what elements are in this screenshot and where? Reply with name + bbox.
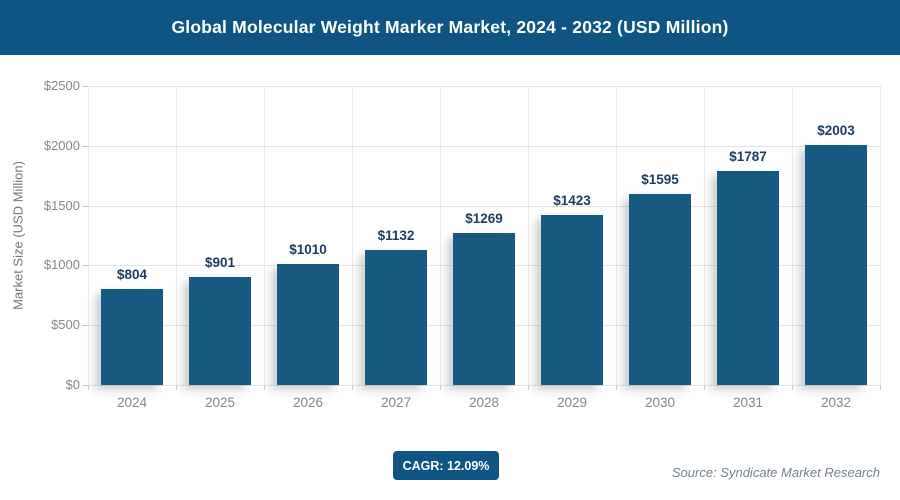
bar (629, 194, 691, 385)
x-axis-tick (88, 385, 89, 390)
x-tick-label: 2032 (820, 395, 852, 410)
bar-value-label: $1269 (465, 211, 503, 227)
gridline-horizontal (88, 205, 880, 207)
y-axis-tick (82, 265, 88, 267)
x-tick-label: 2031 (732, 395, 764, 410)
chart-title-bar: Global Molecular Weight Marker Market, 2… (0, 0, 900, 55)
chart-region: Market Size (USD Million) $0 $500 $1000 $15… (0, 55, 900, 500)
bar (189, 277, 251, 385)
gridline-vertical (264, 86, 265, 385)
gridline-vertical (88, 86, 89, 385)
bar-value-label: $1787 (729, 149, 767, 165)
x-axis-tick (616, 385, 617, 390)
gridline-vertical (616, 86, 617, 385)
gridline-vertical (176, 86, 177, 385)
gridline-vertical (704, 86, 705, 385)
bar-value-label: $1132 (377, 227, 415, 243)
gridline-horizontal (88, 86, 880, 87)
gridline-horizontal (88, 145, 880, 147)
x-tick-label: 2024 (116, 395, 148, 410)
y-axis-title: Market Size (USD Million) (10, 161, 26, 310)
y-tick-label: $1000 (43, 257, 80, 273)
bar (365, 249, 427, 385)
chart-title: Global Molecular Weight Marker Market, 2… (171, 17, 729, 37)
x-axis-tick (880, 385, 881, 390)
y-tick-label: $1500 (43, 197, 80, 213)
bar-value-label: $901 (204, 255, 236, 271)
x-axis-tick (704, 385, 705, 390)
gridline-vertical (440, 86, 441, 385)
x-tick-label: 2025 (204, 395, 236, 410)
y-axis-tick (82, 385, 88, 386)
bar-value-label: $1423 (553, 192, 591, 208)
x-axis-tick (352, 385, 353, 390)
bar-value-label: $1010 (289, 242, 327, 258)
bar (541, 214, 603, 385)
y-tick-label: $2000 (43, 137, 80, 153)
bar (805, 145, 867, 385)
x-axis-tick (792, 385, 793, 390)
gridline-vertical (528, 86, 529, 385)
y-tick-label: $0 (65, 377, 80, 392)
bar-value-label: $2003 (817, 123, 855, 139)
x-axis-tick (440, 385, 441, 390)
y-axis-tick (82, 205, 88, 207)
plot-area (88, 86, 881, 386)
bar (277, 264, 339, 385)
y-tick-label: $500 (51, 317, 80, 333)
x-tick-label: 2026 (292, 395, 324, 410)
x-tick-label: 2027 (380, 395, 412, 410)
bar-value-label: $1595 (641, 172, 679, 188)
x-tick-label: 2029 (556, 395, 588, 410)
source-note: Source: Syndicate Market Research (671, 465, 880, 480)
x-axis-tick (264, 385, 265, 390)
bar (717, 171, 779, 385)
bar (101, 288, 163, 385)
x-tick-label: 2030 (644, 395, 676, 410)
gridline-vertical (352, 86, 353, 385)
y-axis-tick (82, 86, 88, 87)
gridline-vertical (880, 86, 881, 385)
cagr-badge: CAGR: 12.09% (393, 451, 499, 480)
gridline-vertical (792, 86, 793, 385)
y-axis-tick (82, 145, 88, 147)
x-axis-tick (176, 385, 177, 390)
x-tick-label: 2028 (468, 395, 500, 410)
bar-value-label: $804 (116, 266, 148, 282)
bar (453, 233, 515, 385)
gridline-horizontal (88, 385, 880, 386)
x-axis-tick (528, 385, 529, 390)
y-tick-label: $2500 (43, 78, 80, 93)
y-axis-tick (82, 325, 88, 327)
